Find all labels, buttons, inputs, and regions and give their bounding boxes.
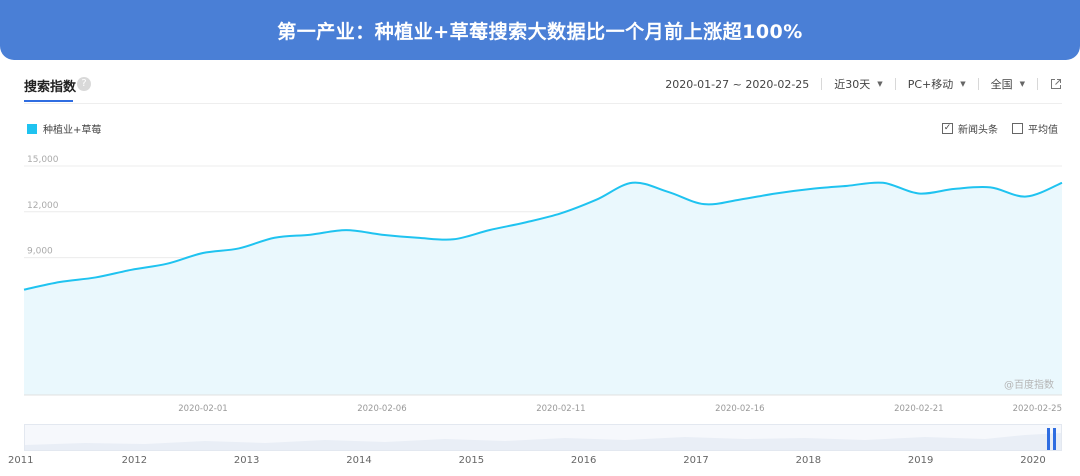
year-label: 2011 <box>8 455 34 466</box>
data-point <box>667 191 669 193</box>
chart-options: ✓ 新闻头条 平均值 <box>928 121 1058 136</box>
data-point <box>202 252 204 254</box>
caret-down-icon: ▼ <box>960 80 966 88</box>
y-tick-label: 15,000 <box>27 155 59 165</box>
data-point <box>488 229 490 231</box>
navigator-left-handle[interactable] <box>1047 428 1050 450</box>
divider <box>24 103 1062 104</box>
data-point <box>417 237 419 239</box>
data-point <box>882 182 884 184</box>
divider <box>894 78 896 90</box>
data-point <box>703 203 705 205</box>
tab-bar: 搜索指数 ? <box>0 60 1080 104</box>
legend-swatch <box>27 123 37 134</box>
data-point <box>774 192 776 194</box>
headline-title: 第一产业：种植业+草莓搜索大数据比一个月前上涨超100% <box>277 20 803 43</box>
data-point <box>238 247 240 249</box>
data-point <box>94 276 96 278</box>
x-tick-label: 2020-02-06 <box>357 404 406 414</box>
data-point <box>524 221 526 223</box>
year-label: 2015 <box>458 455 485 466</box>
search-index-chart: 3,0006,0009,00012,00015,0002020-02-01202… <box>23 155 1063 414</box>
data-point <box>381 234 383 236</box>
device-select[interactable]: PC+移动 ▼ <box>908 76 966 92</box>
data-point <box>739 198 741 200</box>
year-label: 2013 <box>233 455 260 466</box>
data-point <box>1025 195 1027 197</box>
data-point <box>918 192 920 194</box>
data-point <box>810 188 812 190</box>
legend-label: 种植业+草莓 <box>43 125 102 136</box>
data-point <box>23 288 25 290</box>
y-tick-label: 9,000 <box>27 247 53 257</box>
data-point <box>631 182 633 184</box>
y-tick-label: 12,000 <box>27 201 59 211</box>
data-point <box>1061 182 1063 184</box>
x-tick-label: 2020-02-21 <box>894 404 943 414</box>
data-point <box>989 186 991 188</box>
year-label: 2016 <box>570 455 597 466</box>
x-tick-label: 2020-02-16 <box>715 404 764 414</box>
year-label: 2017 <box>683 455 709 466</box>
date-range[interactable]: 2020-01-27 ~ 2020-02-25 <box>665 77 810 91</box>
year-label: 2012 <box>121 455 148 466</box>
divider <box>1037 78 1038 90</box>
data-point <box>166 263 168 265</box>
navigator-year-axis: 2011 2012 2013 2014 2015 2016 2017 2018 2019 2020 <box>0 455 1080 471</box>
news-checkbox[interactable]: ✓ <box>942 123 953 134</box>
share-icon[interactable] <box>1050 78 1062 90</box>
region-select[interactable]: 全国 ▼ <box>991 76 1025 92</box>
tab-active-indicator <box>24 100 73 102</box>
year-label: 2018 <box>795 455 822 466</box>
year-label: 2020 <box>1020 455 1046 466</box>
watermark: @百度指数 <box>1004 380 1054 391</box>
news-label: 新闻头条 <box>958 125 998 136</box>
average-checkbox[interactable] <box>1012 123 1023 134</box>
filter-bar: 2020-01-27 ~ 2020-02-25 近30天 ▼ PC+移动 ▼ 全… <box>665 76 1062 92</box>
data-point <box>130 269 132 271</box>
x-tick-label: 2020-02-01 <box>178 404 227 414</box>
device-label: PC+移动 <box>907 78 954 91</box>
data-point <box>560 212 562 214</box>
divider <box>977 78 979 90</box>
data-point <box>309 234 311 236</box>
tab-search-index[interactable]: 搜索指数 <box>24 80 77 95</box>
x-tick-label: 2020-02-25 <box>1013 404 1062 414</box>
average-toggle[interactable]: 平均值 <box>1012 121 1058 136</box>
navigator-right-handle[interactable] <box>1053 428 1056 450</box>
caret-down-icon: ▼ <box>877 80 883 88</box>
data-point <box>953 188 955 190</box>
data-point <box>345 229 347 231</box>
time-navigator[interactable] <box>24 424 1062 451</box>
year-label: 2019 <box>907 455 934 466</box>
data-point <box>273 237 275 239</box>
navigator-overview <box>25 433 1061 450</box>
region-label: 全国 <box>990 78 1013 91</box>
series-line <box>23 181 1063 291</box>
help-icon[interactable]: ? <box>77 77 91 91</box>
average-label: 平均值 <box>1028 125 1058 136</box>
data-point <box>595 198 597 200</box>
divider <box>821 78 823 90</box>
year-label: 2014 <box>346 455 372 466</box>
chart-legend: 种植业+草莓 <box>27 121 101 136</box>
news-toggle[interactable]: ✓ 新闻头条 <box>942 121 998 136</box>
x-tick-label: 2020-02-11 <box>536 404 585 414</box>
data-point <box>452 238 454 240</box>
data-point <box>846 185 848 187</box>
headline-banner: 第一产业：种植业+草莓搜索大数据比一个月前上涨超100% <box>0 0 1080 60</box>
caret-down-icon: ▼ <box>1019 80 1025 88</box>
data-point <box>59 281 61 283</box>
period-select[interactable]: 近30天 ▼ <box>834 76 882 92</box>
period-label: 近30天 <box>834 78 871 91</box>
series-area <box>24 182 1062 395</box>
